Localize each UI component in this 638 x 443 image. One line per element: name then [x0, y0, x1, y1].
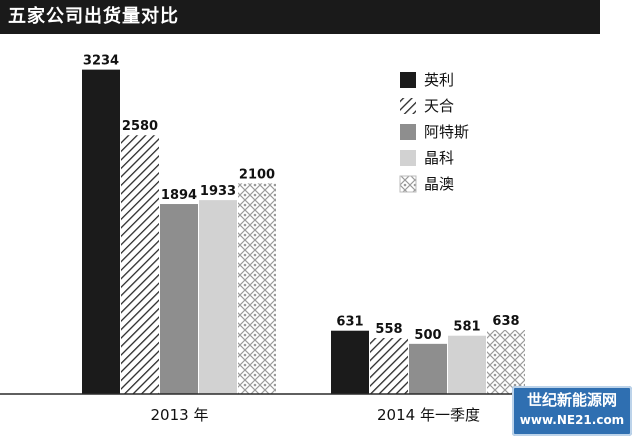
legend-swatch: [400, 72, 416, 88]
legend-swatch: [400, 124, 416, 140]
data-label: 638: [492, 314, 519, 329]
legend-label: 阿特斯: [424, 123, 469, 141]
chart-title: 五家公司出货量对比: [8, 6, 179, 27]
bar-阿特斯-0: [160, 204, 198, 394]
bar-英利-0: [82, 69, 120, 394]
data-label: 2100: [239, 167, 275, 182]
x-tick-label: 2013 年: [151, 406, 209, 424]
bar-天合-0: [121, 135, 159, 394]
bar-晶科-1: [448, 335, 486, 394]
bar-英利-1: [331, 330, 369, 394]
legend-swatch: [399, 175, 417, 193]
legend-swatch: [400, 98, 416, 114]
data-label: 631: [336, 315, 363, 330]
data-label: 1933: [200, 184, 236, 199]
watermark-title: 世纪新能源网: [526, 391, 617, 409]
data-label: 3234: [83, 54, 119, 69]
bar-天合-1: [370, 338, 408, 394]
bar-晶澳-0: [238, 183, 276, 394]
data-label: 2580: [122, 119, 158, 134]
legend-label: 晶科: [424, 149, 454, 167]
watermark-url: www.NE21.com: [519, 413, 625, 427]
watermark: 世纪新能源网 www.NE21.com: [512, 386, 632, 436]
data-label: 558: [375, 322, 402, 337]
legend-swatch: [400, 150, 416, 166]
data-label: 500: [414, 328, 441, 343]
legend-label: 英利: [424, 71, 454, 89]
data-label: 1894: [161, 188, 197, 203]
data-label: 581: [453, 320, 480, 335]
bar-晶澳-1: [487, 330, 525, 394]
legend-label: 天合: [424, 97, 454, 115]
legend-label: 晶澳: [424, 175, 454, 193]
x-tick-label: 2014 年一季度: [377, 406, 480, 424]
title-bar: 五家公司出货量对比: [0, 0, 600, 34]
bar-阿特斯-1: [409, 343, 447, 394]
bar-晶科-0: [199, 200, 237, 394]
